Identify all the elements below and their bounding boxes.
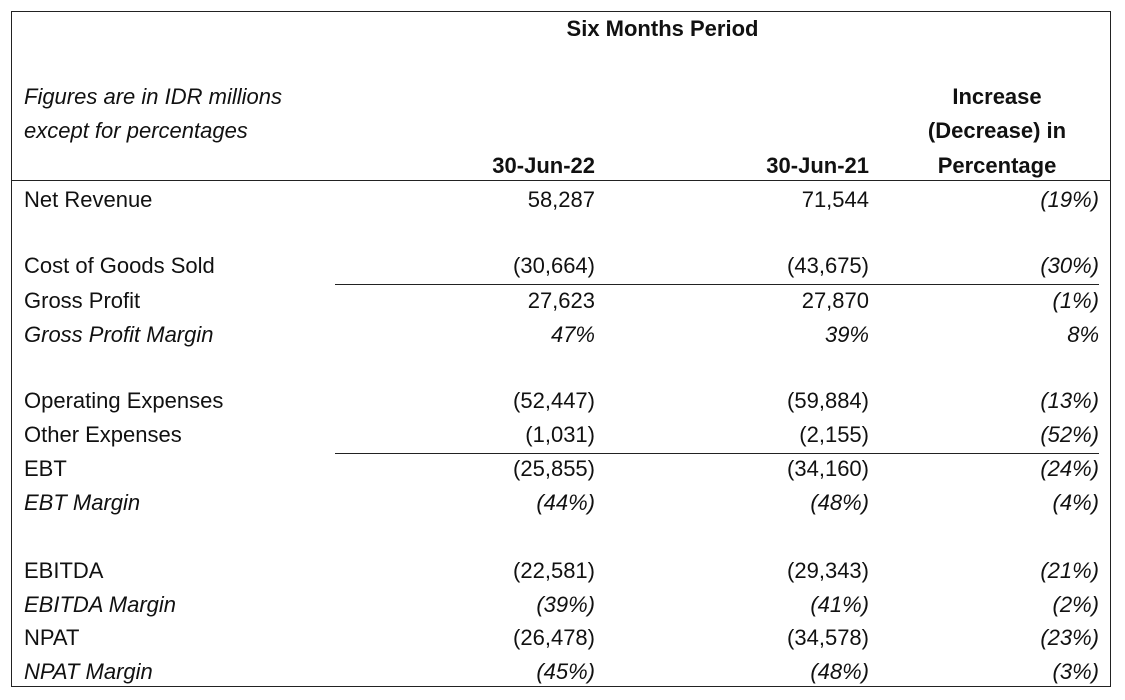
- row-label-npat-margin: NPAT Margin: [24, 659, 153, 684]
- units-note-line2: except for percentages: [24, 118, 248, 143]
- row-label-ebt-margin: EBT Margin: [24, 490, 141, 515]
- row-label-gross-profit: Gross Profit: [24, 288, 141, 313]
- row-value-current: 58,287: [527, 187, 595, 212]
- row-value-change: (1%): [1052, 288, 1099, 313]
- row-value-change: (2%): [1052, 592, 1099, 617]
- row-value-current: (26,478): [513, 625, 595, 650]
- column-header-30-jun-21: 30-Jun-21: [766, 153, 869, 178]
- row-value-prior: 39%: [824, 322, 869, 347]
- row-value-prior: (48%): [810, 659, 869, 684]
- row-label-cogs: Cost of Goods Sold: [24, 253, 215, 278]
- row-label-net-revenue: Net Revenue: [24, 187, 153, 212]
- row-value-current: (44%): [536, 490, 595, 515]
- row-label-ebitda-margin: EBITDA Margin: [24, 592, 177, 617]
- row-value-prior: (59,884): [787, 388, 869, 413]
- row-value-prior: 71,544: [801, 187, 869, 212]
- row-value-change: (24%): [1040, 456, 1099, 481]
- financial-table-frame: [11, 11, 1111, 687]
- row-value-change: (21%): [1040, 558, 1099, 583]
- row-value-current: (45%): [536, 659, 595, 684]
- subtotal-rule: [335, 453, 1099, 454]
- row-label-gross-profit-margin: Gross Profit Margin: [24, 322, 214, 347]
- row-label-other-expenses: Other Expenses: [24, 422, 182, 447]
- row-value-prior: (41%): [810, 592, 869, 617]
- header-rule: [11, 180, 1111, 181]
- row-label-operating-expenses: Operating Expenses: [24, 388, 224, 413]
- subtotal-rule: [335, 284, 1099, 285]
- row-value-current: (22,581): [513, 558, 595, 583]
- row-value-prior: 27,870: [801, 288, 869, 313]
- row-value-change: (52%): [1040, 422, 1099, 447]
- row-value-current: (39%): [536, 592, 595, 617]
- row-value-change: (13%): [1040, 388, 1099, 413]
- row-value-prior: (43,675): [787, 253, 869, 278]
- column-header-30-jun-22: 30-Jun-22: [492, 153, 595, 178]
- row-value-prior: (29,343): [787, 558, 869, 583]
- row-value-prior: (34,160): [787, 456, 869, 481]
- column-header-change-line1: Increase: [952, 84, 1042, 109]
- row-label-npat: NPAT: [24, 625, 80, 650]
- row-value-change: 8%: [1067, 322, 1099, 347]
- period-title: Six Months Period: [566, 16, 759, 41]
- row-value-current: (25,855): [513, 456, 595, 481]
- row-value-change: (3%): [1052, 659, 1099, 684]
- row-label-ebt: EBT: [24, 456, 67, 481]
- row-value-current: (52,447): [513, 388, 595, 413]
- row-value-change: (23%): [1040, 625, 1099, 650]
- row-value-change: (4%): [1052, 490, 1099, 515]
- row-value-current: 27,623: [527, 288, 595, 313]
- column-header-change-line3: Percentage: [937, 153, 1057, 178]
- row-value-prior: (2,155): [799, 422, 869, 447]
- column-header-change-line2: (Decrease) in: [927, 118, 1067, 143]
- units-note-line1: Figures are in IDR millions: [24, 84, 282, 109]
- row-value-current: (30,664): [513, 253, 595, 278]
- row-value-prior: (48%): [810, 490, 869, 515]
- row-value-change: (30%): [1040, 253, 1099, 278]
- row-value-current: 47%: [550, 322, 595, 347]
- row-value-prior: (34,578): [787, 625, 869, 650]
- row-value-current: (1,031): [525, 422, 595, 447]
- row-label-ebitda: EBITDA: [24, 558, 104, 583]
- row-value-change: (19%): [1040, 187, 1099, 212]
